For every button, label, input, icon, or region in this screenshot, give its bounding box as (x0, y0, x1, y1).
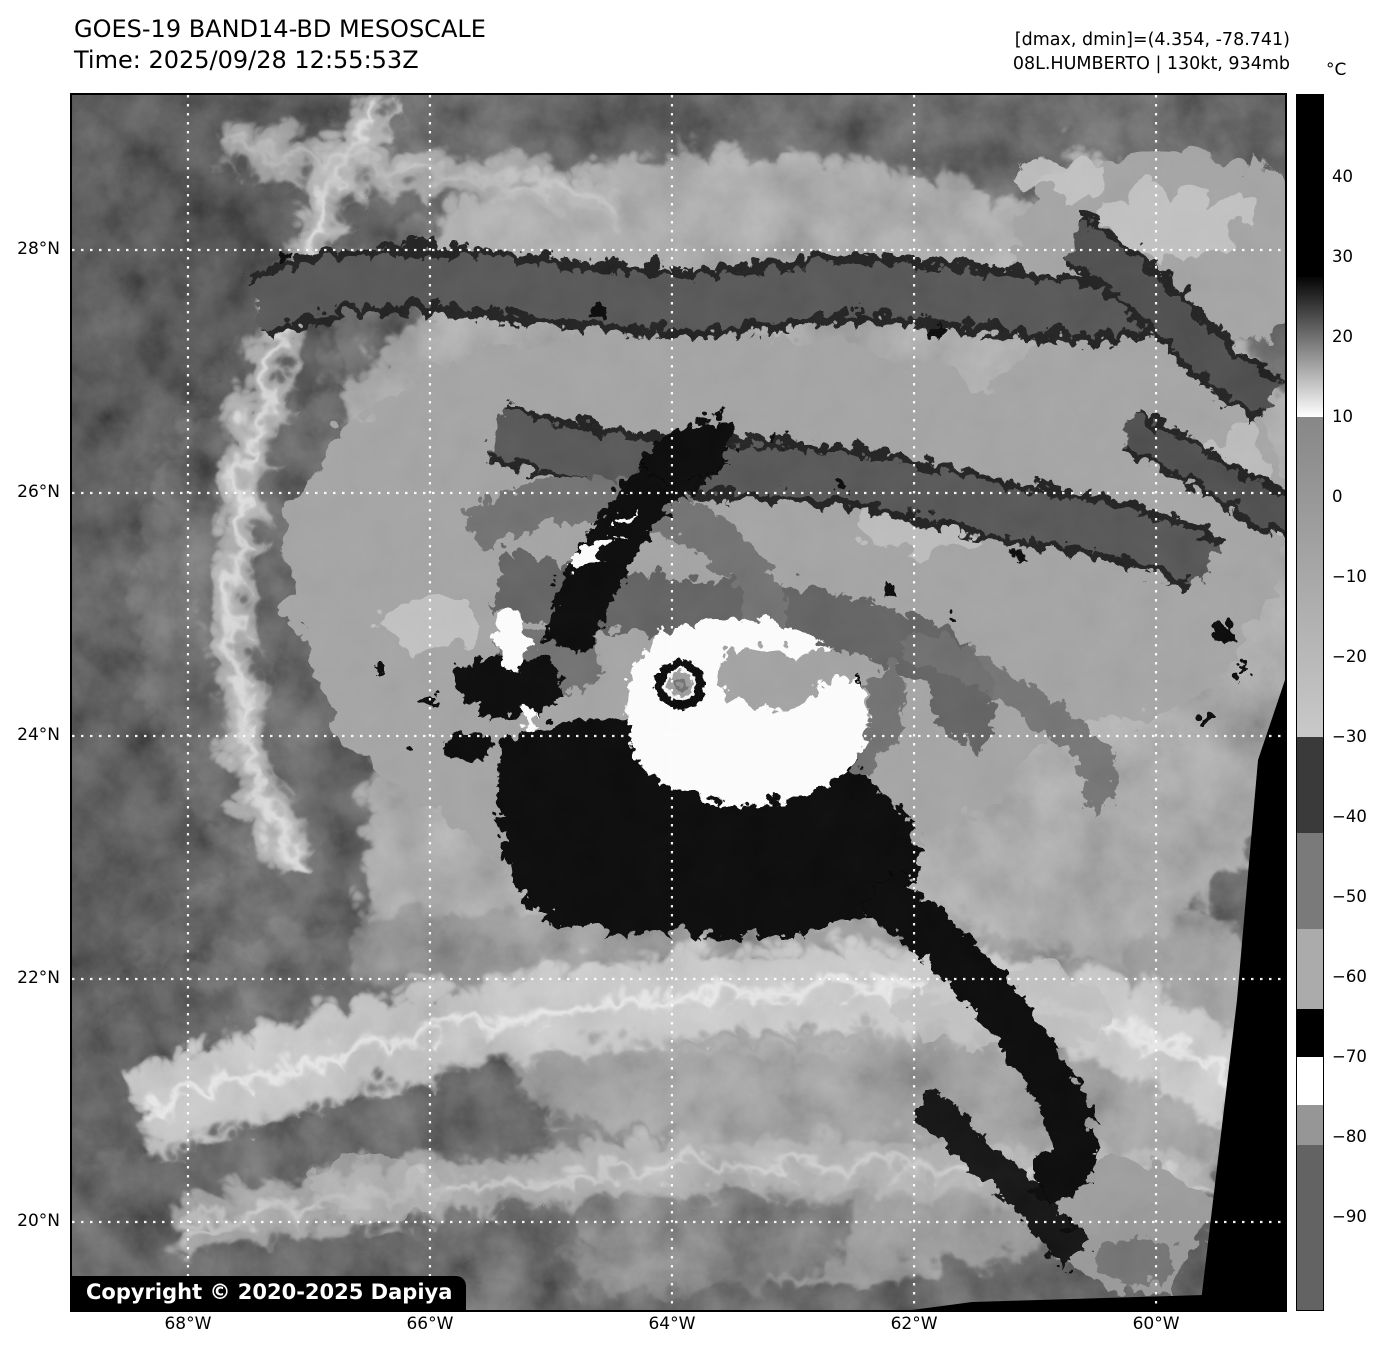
dmax-dmin-readout: [dmax, dmin]=(4.354, -78.741) (1014, 30, 1290, 50)
no-data-wedge (912, 680, 1285, 1310)
timestamp: Time: 2025/09/28 12:55:53Z (74, 46, 419, 74)
longitude-tick-label: 68°W (164, 1314, 212, 1334)
longitude-tick-label: 66°W (406, 1314, 454, 1334)
colorbar-tick-label: −30 (1332, 727, 1367, 747)
header-titles: GOES-19 BAND14-BD MESOSCALE Time: 2025/0… (74, 14, 486, 76)
colorbar-tick-label: −40 (1332, 807, 1367, 827)
colorbar-gradient (1296, 94, 1324, 1311)
colorbar-tick-label: −10 (1332, 567, 1367, 587)
longitude-tick-label: 64°W (648, 1314, 696, 1334)
storm-status-readout: 08L.HUMBERTO | 130kt, 934mb (1012, 54, 1290, 74)
colorbar-tick-label: −80 (1332, 1127, 1367, 1147)
colorbar-tick-label: 40 (1332, 167, 1353, 186)
longitude-axis: 68°W 66°W 64°W 62°W 60°W (72, 1314, 1285, 1344)
latitude-tick-label: 22°N (17, 968, 60, 989)
latitude-tick-label: 28°N (17, 239, 60, 260)
latitude-tick-label: 20°N (17, 1211, 60, 1232)
page-title: GOES-19 BAND14-BD MESOSCALE (74, 15, 486, 43)
cloud-texture-overlay (72, 95, 1285, 1310)
colorbar-tick-label: 30 (1332, 247, 1353, 267)
grid-lines (72, 95, 1285, 1310)
longitude-tick-label: 62°W (890, 1314, 938, 1334)
colorbar-tick-label: −50 (1332, 887, 1367, 907)
colorbar-unit-label: °C (1326, 60, 1347, 80)
colorbar-tick-label: 0 (1332, 487, 1343, 507)
longitude-tick-label: 60°W (1132, 1314, 1180, 1334)
colorbar-tick-label: 20 (1332, 327, 1353, 347)
copyright-badge: Copyright © 2020-2025 Dapiya (72, 1276, 467, 1310)
colorbar-tick-label: −90 (1332, 1207, 1367, 1227)
colorbar-ticks: 40 30 20 10 0 −10 −20 −30 −40 −50 −60 −70 −80 −90 (1332, 95, 1390, 1310)
header-info: [dmax, dmin]=(4.354, -78.741) 08L.HUMBER… (1013, 28, 1290, 76)
colorbar-tick-label: −60 (1332, 967, 1367, 987)
latitude-axis: 28°N 26°N 24°N 22°N 20°N (0, 95, 64, 1310)
satellite-map: Copyright © 2020-2025 Dapiya (70, 93, 1287, 1312)
colorbar-tick-label: 10 (1332, 407, 1353, 427)
colorbar-tick-label: −20 (1332, 647, 1367, 667)
latitude-tick-label: 26°N (17, 482, 60, 503)
latitude-tick-label: 24°N (17, 725, 60, 746)
colorbar-tick-label: −70 (1332, 1047, 1367, 1067)
